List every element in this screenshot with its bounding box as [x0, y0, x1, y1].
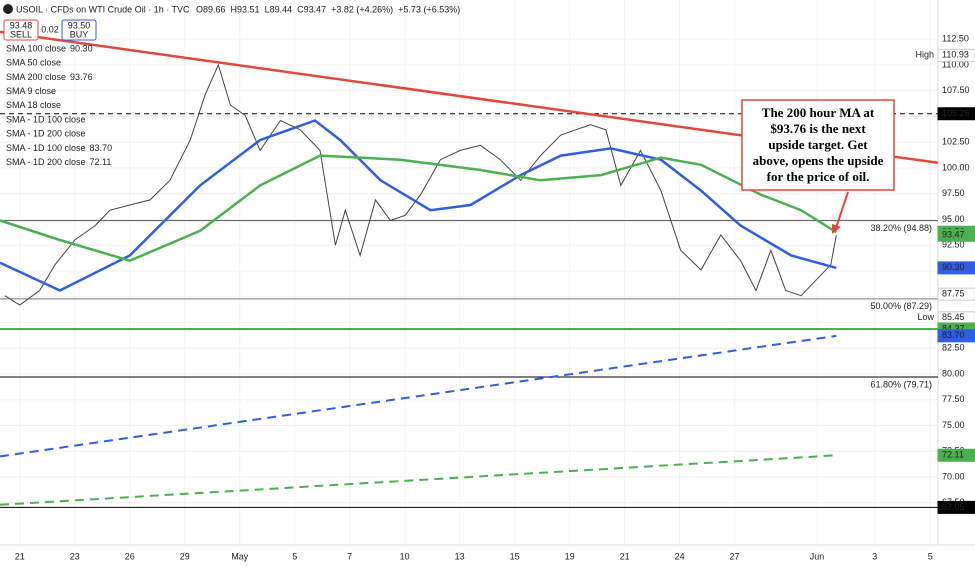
price-badge	[937, 228, 975, 242]
sell-label: SELL	[10, 29, 32, 39]
series-line	[0, 119, 837, 292]
indicator-name: SMA - 1D 100 close	[6, 114, 86, 124]
spread: 0.02	[41, 24, 59, 34]
price-badge	[937, 329, 975, 343]
indicator-value: 90.30	[70, 43, 93, 53]
indicator-name: SMA - 1D 200 close	[6, 129, 86, 139]
y-tick-label: 75.00	[942, 420, 965, 430]
price-badge-label: 110.93	[942, 50, 969, 60]
x-tick-label: 5	[292, 551, 297, 561]
x-tick-label: 15	[510, 551, 520, 561]
ohlc-value: L89.44	[265, 4, 293, 14]
price-badge	[937, 448, 975, 462]
indicator-name: SMA 100 close	[6, 43, 66, 53]
ohlc-value: +5.73 (+6.53%)	[398, 4, 460, 14]
buy-button	[61, 19, 97, 41]
indicator-value: 83.70	[90, 143, 113, 153]
y-tick-label: 80.00	[942, 368, 965, 378]
annotation-arrow	[835, 191, 849, 229]
ohlc-value: H93.51	[231, 4, 260, 14]
series-line	[0, 454, 837, 506]
annotation-text: for the price of oil.	[767, 169, 870, 184]
x-tick-label: 24	[675, 551, 685, 561]
sell-button	[3, 19, 39, 41]
price-badge-label: 84.37	[942, 323, 965, 333]
y-tick-label: 112.50	[942, 34, 969, 44]
level-label: 61.80% (79.71)	[870, 379, 932, 389]
indicator-name: SMA - 1D 200 close	[6, 157, 86, 167]
series-line	[0, 334, 837, 458]
x-tick-label: 19	[565, 551, 575, 561]
ohlc-value: C93.47	[297, 4, 326, 14]
annotation-box	[741, 99, 895, 191]
y-tick-label: 110.00	[942, 59, 969, 69]
y-tick-label: 100.00	[942, 162, 970, 172]
series-line	[4, 63, 837, 306]
y-tick-label: 107.50	[942, 85, 970, 95]
x-tick-label: 3	[872, 551, 877, 561]
indicator-name: SMA 50 close	[6, 58, 61, 68]
x-tick-label: 10	[400, 551, 410, 561]
symbol-icon	[3, 4, 13, 14]
annotation-text: The 200 hour MA at	[762, 105, 875, 120]
x-tick-label: 13	[455, 551, 465, 561]
price-badge	[937, 287, 975, 301]
x-tick-label: 7	[347, 551, 352, 561]
price-badge-label: 87.75	[942, 289, 965, 299]
price-badge	[937, 500, 975, 514]
price-badge-label: 105.26	[942, 108, 970, 118]
indicator-name: SMA 200 close	[6, 72, 66, 82]
price-badge-label: 90.30	[942, 262, 965, 272]
badge-tag: High	[915, 50, 934, 60]
indicator-name: SMA - 1D 100 close	[6, 143, 86, 153]
y-tick-label: 82.50	[942, 343, 965, 353]
x-tick-label: 21	[620, 551, 630, 561]
annotation-text: $93.76 is the next	[770, 121, 866, 136]
price-badge-label: 67.05	[942, 502, 965, 512]
x-tick-label: 21	[15, 551, 25, 561]
series-line	[0, 154, 837, 263]
price-badge	[937, 107, 975, 121]
price-badge	[937, 261, 975, 275]
indicator-value: 93.76	[70, 72, 93, 82]
badge-tag: Low	[917, 312, 934, 322]
x-tick-label: 23	[70, 551, 80, 561]
price-badge-label: 72.11	[942, 450, 964, 460]
y-tick-label: 95.00	[942, 214, 965, 224]
indicator-name: SMA 9 close	[6, 86, 56, 96]
y-tick-label: 97.50	[942, 188, 965, 198]
x-tick-label: 5	[928, 551, 933, 561]
price-badge-label: 85.45	[942, 312, 965, 322]
price-badge	[937, 48, 975, 62]
ohlc-value: O89.66	[196, 4, 226, 14]
indicator-name: SMA 18 close	[6, 100, 61, 110]
x-tick-label: Jun	[810, 551, 825, 561]
x-tick-label: 26	[125, 551, 135, 561]
price-badge-label: 93.47	[942, 230, 965, 240]
sell-price: 93.48	[10, 20, 33, 30]
annotation-text: upside target. Get	[768, 137, 868, 152]
y-tick-label: 102.50	[942, 137, 970, 147]
level-label: 50.00% (87.29)	[870, 301, 932, 311]
x-tick-label: 29	[180, 551, 190, 561]
ohlc-value: +3.82 (+4.26%)	[331, 4, 393, 14]
level-label: 38.20% (94.88)	[870, 223, 932, 233]
symbol-title: USOIL · CFDs on WTI Crude Oil · 1h · TVC	[16, 4, 190, 14]
annotation-text: above, opens the upside	[753, 153, 884, 168]
buy-label: BUY	[70, 29, 89, 39]
y-tick-label: 92.50	[942, 240, 965, 250]
x-tick-label: May	[231, 551, 249, 561]
arrow-head	[832, 224, 841, 234]
x-tick-label: 27	[730, 551, 740, 561]
price-badge-label: 83.70	[942, 330, 965, 340]
y-tick-label: 77.50	[942, 394, 965, 404]
buy-price: 93.50	[68, 20, 91, 30]
y-tick-label: 70.00	[942, 471, 965, 481]
indicator-value: 72.11	[90, 157, 112, 167]
